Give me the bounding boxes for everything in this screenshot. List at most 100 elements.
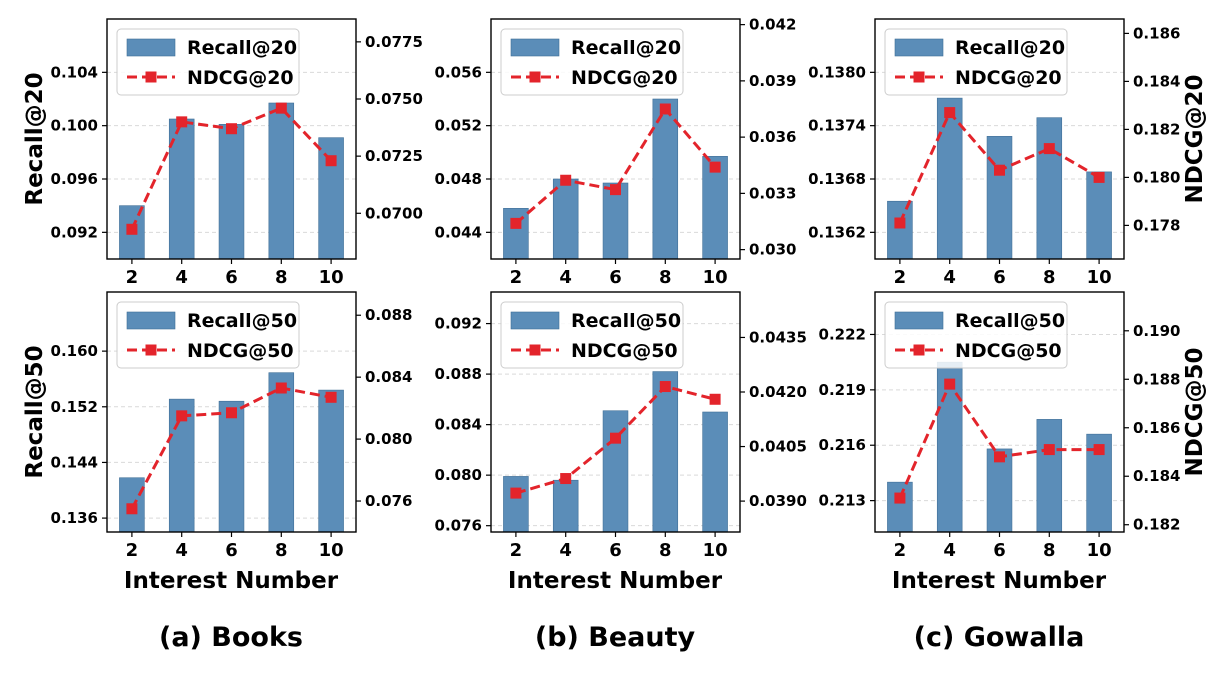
y-tick-label-right: 0.080 xyxy=(365,430,412,448)
x-tick-label: 10 xyxy=(703,540,728,561)
line-marker xyxy=(325,391,337,403)
bar xyxy=(503,476,529,533)
line-marker xyxy=(560,473,572,485)
bar xyxy=(1036,419,1063,533)
legend-swatch-bar xyxy=(126,311,176,330)
line-marker xyxy=(709,393,721,405)
x-tick-label: 2 xyxy=(126,540,139,561)
bar xyxy=(1036,117,1063,260)
y-tick-label-right: 0.182 xyxy=(1133,516,1180,534)
x-tick-label: 6 xyxy=(993,267,1006,288)
legend-swatch-bar xyxy=(126,38,176,57)
chart-panel-4: 0.076 0.080 0.084 0.088 0.092 0.0390 0.0405 0.0… xyxy=(435,291,807,561)
bar xyxy=(552,178,579,260)
line-marker xyxy=(560,174,572,186)
legend-label-line: NDCG@50 xyxy=(955,340,1062,362)
bar xyxy=(318,389,344,533)
y-tick-label-right: 0.184 xyxy=(1133,467,1180,485)
y-tick-label-right: 0.0420 xyxy=(749,383,807,401)
x-tick-label: 6 xyxy=(225,540,238,561)
legend: Recall@20 NDCG@20 xyxy=(116,28,300,96)
line-marker xyxy=(894,217,906,229)
y-tick-label-right: 0.184 xyxy=(1133,72,1180,90)
line-marker xyxy=(1043,444,1055,456)
y-tick-label-left: 0.222 xyxy=(819,325,866,343)
bar xyxy=(552,479,579,533)
y-tick-label-left: 0.219 xyxy=(819,381,866,399)
chart-panel-2: 0.1362 0.1368 0.1374 0.1380 0.178 0.180 0.182 0… xyxy=(808,18,1180,288)
x-tick-label: 8 xyxy=(275,540,288,561)
y-tick-label-left: 0.152 xyxy=(51,398,98,416)
x-tick-label: 10 xyxy=(319,540,344,561)
y-tick-label-left: 0.160 xyxy=(51,342,98,360)
legend-marker-line xyxy=(913,71,925,83)
legend-marker-line xyxy=(529,344,541,356)
legend-swatch-bar xyxy=(894,38,944,57)
bar xyxy=(1086,171,1112,260)
line-marker xyxy=(944,107,956,119)
legend-marker-line xyxy=(145,71,157,83)
x-tick-label: 8 xyxy=(1043,267,1056,288)
line-marker xyxy=(1043,143,1055,155)
bar xyxy=(986,448,1013,533)
y-tick-label-left: 0.052 xyxy=(435,117,482,135)
bar xyxy=(986,136,1013,260)
bar xyxy=(268,102,295,260)
legend-swatch-bar xyxy=(894,311,944,330)
left-axis-title-bottom: Recall@50 xyxy=(22,345,48,478)
y-tick-label-left: 0.213 xyxy=(819,492,866,510)
bar xyxy=(887,200,913,260)
line-marker xyxy=(994,451,1005,463)
chart-panel-1: 0.044 0.048 0.052 0.056 0.030 0.033 0.036 0.039… xyxy=(435,16,797,288)
y-tick-label-left: 0.092 xyxy=(435,315,482,333)
y-tick-label-right: 0.0390 xyxy=(749,492,807,510)
y-tick-label-right: 0.076 xyxy=(365,492,412,510)
y-tick-label-right: 0.0700 xyxy=(365,204,423,222)
x-axis-label-gowalla: Interest Number xyxy=(892,568,1107,594)
x-tick-label: 10 xyxy=(703,267,728,288)
y-tick-label-left: 0.1374 xyxy=(808,117,866,135)
bar xyxy=(218,400,245,533)
x-tick-label: 4 xyxy=(559,540,572,561)
legend-marker-line xyxy=(529,71,541,83)
y-tick-label-left: 0.080 xyxy=(435,466,482,484)
y-tick-label-left: 0.1380 xyxy=(808,63,866,81)
bar xyxy=(652,371,679,533)
bar xyxy=(702,411,728,533)
y-tick-label-right: 0.084 xyxy=(365,368,412,386)
line-marker xyxy=(610,432,621,444)
y-tick-label-right: 0.039 xyxy=(749,72,796,90)
x-tick-label: 10 xyxy=(1087,540,1112,561)
x-axis-label-beauty: Interest Number xyxy=(508,568,723,594)
legend-label-line: NDCG@20 xyxy=(571,67,678,89)
x-tick-label: 8 xyxy=(659,267,672,288)
y-tick-label-left: 0.136 xyxy=(51,509,98,527)
bar xyxy=(936,361,963,533)
x-tick-label: 2 xyxy=(894,540,907,561)
legend-swatch-bar xyxy=(510,38,560,57)
y-tick-label-right: 0.0725 xyxy=(365,147,423,165)
legend: Recall@50 NDCG@50 xyxy=(884,301,1068,369)
line-marker xyxy=(176,116,188,128)
y-tick-label-left: 0.048 xyxy=(435,170,482,188)
x-tick-label: 10 xyxy=(319,267,344,288)
x-tick-label: 8 xyxy=(1043,540,1056,561)
legend-marker-line xyxy=(145,344,157,356)
line-marker xyxy=(325,155,337,167)
caption-beauty: (b) Beauty xyxy=(535,622,696,653)
legend-label-line: NDCG@20 xyxy=(187,67,294,89)
bar xyxy=(936,97,963,260)
x-tick-label: 2 xyxy=(894,267,907,288)
legend-label-bar: Recall@20 xyxy=(571,37,681,59)
line-marker xyxy=(610,184,621,196)
y-tick-label-left: 0.096 xyxy=(51,170,98,188)
y-tick-label-right: 0.033 xyxy=(749,184,796,202)
bar xyxy=(887,481,913,533)
chart-panel-3: 0.136 0.144 0.152 0.160 0.076 0.080 0.084 0.088… xyxy=(51,291,412,561)
line-marker xyxy=(709,161,721,173)
line-marker xyxy=(510,487,522,499)
y-tick-label-left: 0.088 xyxy=(435,365,482,383)
x-tick-label: 4 xyxy=(175,267,188,288)
y-tick-label-left: 0.084 xyxy=(435,416,482,434)
